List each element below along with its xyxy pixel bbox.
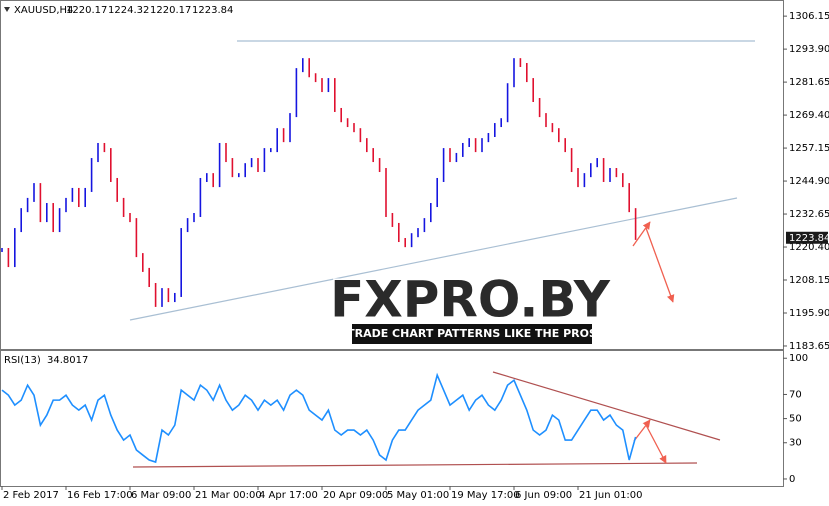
y-tick-label: 1183.65 <box>789 341 829 352</box>
rsi-title: RSI(13) <box>4 355 41 366</box>
high: 1224.32 <box>108 5 149 16</box>
rsi-arrow-down <box>645 424 667 464</box>
x-tick-label: 2 Feb 2017 <box>3 490 59 501</box>
y-tick-label: 1244.90 <box>789 176 829 187</box>
y-tick-label: 0 <box>789 474 795 485</box>
y-tick-label: 1195.90 <box>789 308 829 319</box>
x-tick-label: 4 Apr 17:00 <box>259 490 318 501</box>
price-label-box <box>786 231 828 244</box>
y-tick-label: 1269.40 <box>789 110 829 121</box>
y-tick-label: 50 <box>789 414 802 425</box>
logo-tagline-box <box>352 324 592 344</box>
price-panel <box>0 0 784 350</box>
x-tick-label: 6 Jun 09:00 <box>515 490 572 501</box>
x-tick-label: 5 May 01:00 <box>387 490 449 501</box>
y-tick-label: 30 <box>789 438 802 449</box>
close: 1223.84 <box>192 5 233 16</box>
x-tick-label: 19 May 17:00 <box>451 490 520 501</box>
y-tick-label: 1220.40 <box>789 242 829 253</box>
price-label: 1223.84 <box>789 233 829 244</box>
open: 1220.17 <box>66 5 107 16</box>
y-tick-label: 100 <box>789 353 808 364</box>
logo-tagline: TRADE CHART PATTERNS LIKE THE PROS <box>347 327 597 340</box>
y-tick-label: 1281.65 <box>789 77 829 88</box>
rsi-value: 34.8017 <box>47 355 88 366</box>
y-tick-label: 1293.90 <box>789 44 829 55</box>
rsi-support-line <box>132 462 698 468</box>
x-tick-label: 21 Mar 00:00 <box>195 490 262 501</box>
symbol-icon <box>4 7 10 12</box>
low: 1220.17 <box>150 5 191 16</box>
rsi-line <box>1 372 637 464</box>
arrow-up <box>632 221 651 247</box>
y-tick-label: 70 <box>789 389 802 400</box>
rsi-trendline <box>492 371 721 441</box>
logo-brand: FXPRO.BY <box>330 271 611 329</box>
x-tick-label: 6 Mar 09:00 <box>131 490 191 501</box>
rsi-arrow-up <box>633 419 651 442</box>
y-tick-label: 1257.15 <box>789 143 829 154</box>
x-tick-label: 21 Jun 01:00 <box>579 490 643 501</box>
symbol: XAUUSD,H4 <box>14 5 73 16</box>
x-tick-label: 16 Feb 17:00 <box>67 490 133 501</box>
y-tick-label: 1306.15 <box>789 11 829 22</box>
y-tick-label: 1208.15 <box>789 275 829 286</box>
x-tick-label: 20 Apr 09:00 <box>323 490 388 501</box>
y-tick-label: 1232.65 <box>789 209 829 220</box>
arrow-down <box>645 227 675 303</box>
